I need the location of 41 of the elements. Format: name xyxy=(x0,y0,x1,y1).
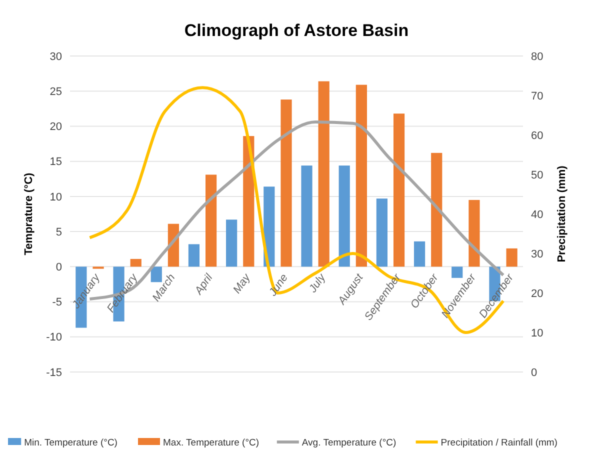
chart-title: Climograph of Astore Basin xyxy=(184,21,409,40)
bar xyxy=(506,248,518,267)
y2-tick-label: 50 xyxy=(531,169,544,182)
bar xyxy=(206,174,217,267)
y2-tick-label: 30 xyxy=(531,248,544,260)
bar xyxy=(318,81,330,267)
y2-axis-title: Precipitation (mm) xyxy=(556,165,568,262)
bar xyxy=(414,241,426,267)
y2-tick-label: 10 xyxy=(531,327,544,340)
bar xyxy=(468,200,480,267)
bar xyxy=(188,244,200,267)
bar xyxy=(376,198,388,267)
y2-tick-label: 0 xyxy=(531,366,538,379)
bar xyxy=(280,100,292,267)
y2-tick-label: 40 xyxy=(531,208,544,221)
y2-tick-label: 60 xyxy=(531,130,544,142)
bar xyxy=(338,166,350,267)
y-tick-label: -10 xyxy=(46,332,62,344)
y-tick-label: 20 xyxy=(50,121,62,134)
y-axis-title: Temprature (°C) xyxy=(23,172,35,256)
y-tick-label: 15 xyxy=(50,156,62,168)
y-tick-label: 30 xyxy=(50,50,62,63)
bar xyxy=(301,166,312,267)
y-tick-label: -15 xyxy=(46,366,62,379)
y2-tick-label: 70 xyxy=(531,90,544,102)
y-tick-label: 25 xyxy=(50,86,62,98)
legend-label: Precipitation / Rainfall (mm) xyxy=(440,437,558,448)
y-tick-label: 10 xyxy=(50,191,62,204)
legend-label: Max. Temperature (°C) xyxy=(163,437,260,448)
legend-label: Avg. Temperature (°C) xyxy=(302,437,396,448)
bar xyxy=(226,220,238,267)
bar xyxy=(431,152,442,267)
y2-tick-label: 80 xyxy=(531,50,544,63)
bar xyxy=(393,114,405,267)
y2-tick-label: 20 xyxy=(531,288,544,300)
y-tick-label: 0 xyxy=(56,262,62,274)
y-tick-label: -5 xyxy=(52,296,62,309)
bar xyxy=(356,84,367,267)
legend-label: Min. Temperature (°C) xyxy=(24,437,118,448)
y-tick-label: 5 xyxy=(56,226,62,238)
bar xyxy=(130,258,142,267)
